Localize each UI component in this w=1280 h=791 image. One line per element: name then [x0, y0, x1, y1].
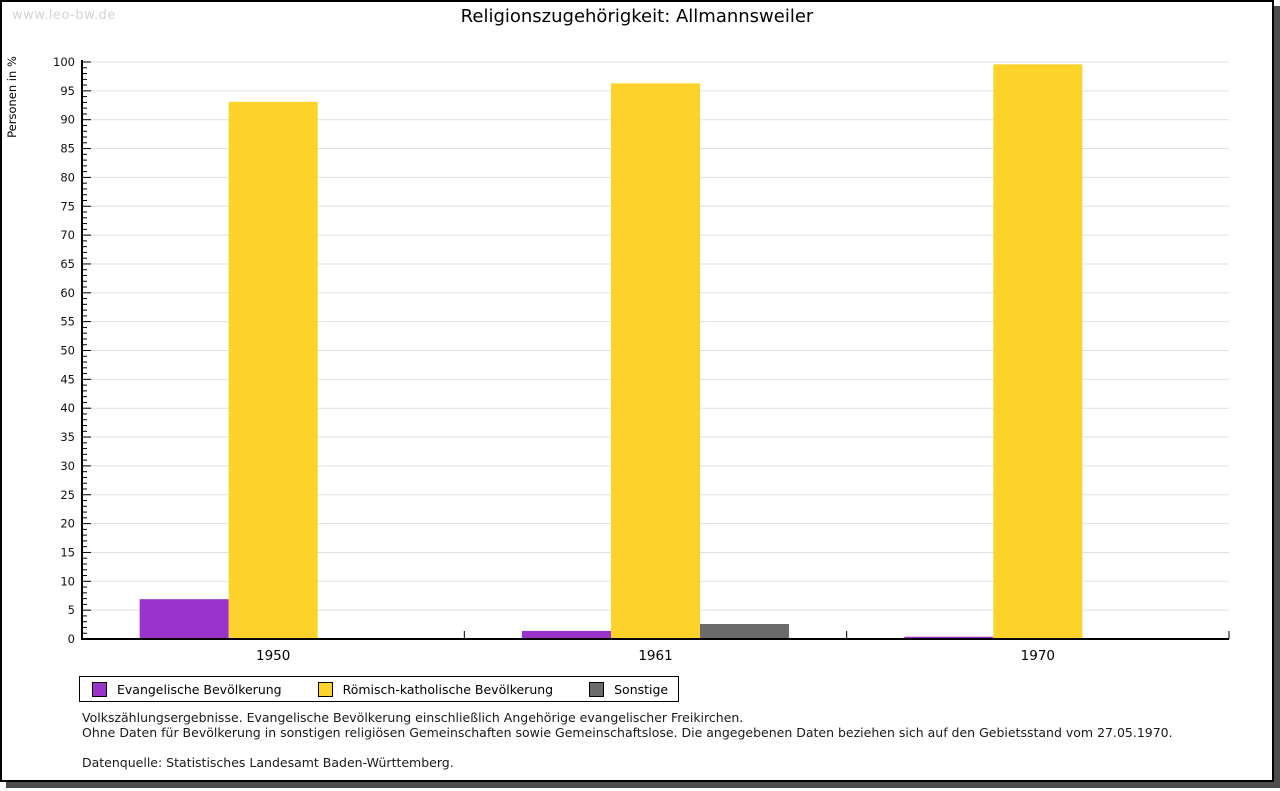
bar [904, 636, 994, 639]
y-tick-label: 80 [60, 170, 75, 184]
y-tick-label: 35 [60, 430, 75, 444]
y-tick-label: 70 [60, 228, 75, 242]
y-tick-label: 25 [60, 488, 75, 502]
x-tick-label: 1961 [638, 648, 672, 664]
watermark: www.leo-bw.de [12, 8, 116, 23]
y-tick-label: 55 [60, 315, 75, 329]
y-tick-label: 85 [60, 142, 75, 156]
x-tick-label: 1950 [256, 648, 290, 664]
y-axis-title: Personen in % [5, 56, 19, 138]
legend-item: Evangelische Bevölkerung [92, 681, 282, 697]
bar [228, 101, 318, 640]
legend-swatch [92, 681, 107, 697]
x-tick-label: 1970 [1021, 648, 1055, 664]
y-tick-label: 5 [68, 603, 75, 617]
legend-item: Sonstige [589, 681, 669, 697]
legend-swatch [317, 681, 333, 697]
footnote-line: Ohne Daten für Bevölkerung in sonstigen … [82, 724, 1173, 740]
y-tick-label: 30 [60, 459, 75, 473]
y-tick-label: 40 [60, 401, 75, 415]
bar [993, 64, 1083, 640]
legend-label: Sonstige [614, 681, 669, 697]
bar [521, 630, 611, 639]
y-tick-label: 0 [68, 632, 75, 646]
y-tick-label: 15 [60, 545, 75, 559]
legend-item: Römisch-katholische Bevölkerung [317, 681, 554, 697]
y-tick-label: 90 [60, 113, 75, 127]
legend-label: Römisch-katholische Bevölkerung [342, 681, 554, 697]
y-tick-label: 50 [60, 344, 75, 358]
footnote-line: Volkszählungsergebnisse. Evangelische Be… [82, 710, 744, 725]
footnotes: Volkszählungsergebnisse. Evangelische Be… [82, 710, 1232, 771]
y-tick-label: 100 [53, 55, 75, 69]
bar-chart: 0 5 10 15 20 25 30 35 40 45 50 55 60 65 70 75 80 85 90 95 10… [5, 55, 1230, 664]
y-tick-label: 10 [60, 574, 75, 588]
y-tick-label: 95 [60, 84, 75, 98]
y-tick-label: 65 [60, 257, 75, 271]
y-tick-label: 45 [60, 372, 75, 386]
bar [700, 623, 790, 639]
y-tick-label: 20 [60, 517, 75, 531]
y-tick-label: 75 [60, 199, 75, 213]
chart-title: Religionszugehörigkeit: Allmannsweiler [460, 6, 814, 27]
bar [139, 599, 229, 639]
legend-swatch [589, 681, 605, 697]
bar [610, 83, 701, 639]
data-source: Datenquelle: Statistisches Landesamt Bad… [82, 755, 454, 770]
y-tick-label: 60 [60, 286, 75, 300]
legend: Evangelische Bevölkerung Römisch-katholis… [79, 676, 679, 702]
legend-label: Evangelische Bevölkerung [117, 681, 282, 697]
